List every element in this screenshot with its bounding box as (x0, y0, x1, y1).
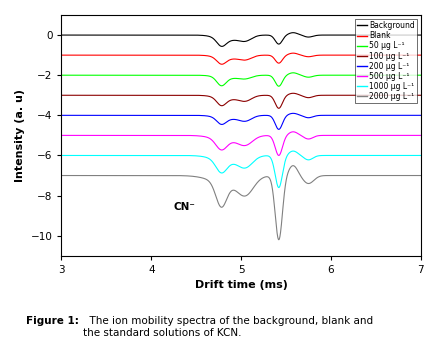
Text: Figure 1:: Figure 1: (26, 316, 79, 326)
Text: The ion mobility spectra of the background, blank and
the standard solutions of : The ion mobility spectra of the backgrou… (83, 316, 373, 338)
Text: CN⁻: CN⁻ (173, 201, 195, 212)
X-axis label: Drift time (ms): Drift time (ms) (194, 280, 287, 290)
Y-axis label: Intensity (a. u): Intensity (a. u) (15, 89, 25, 182)
Legend: Background, Blank, 50 μg L⁻¹, 100 μg L⁻¹, 200 μg L⁻¹, 500 μg L⁻¹, 1000 μg L⁻¹, 2: Background, Blank, 50 μg L⁻¹, 100 μg L⁻¹… (354, 19, 416, 104)
